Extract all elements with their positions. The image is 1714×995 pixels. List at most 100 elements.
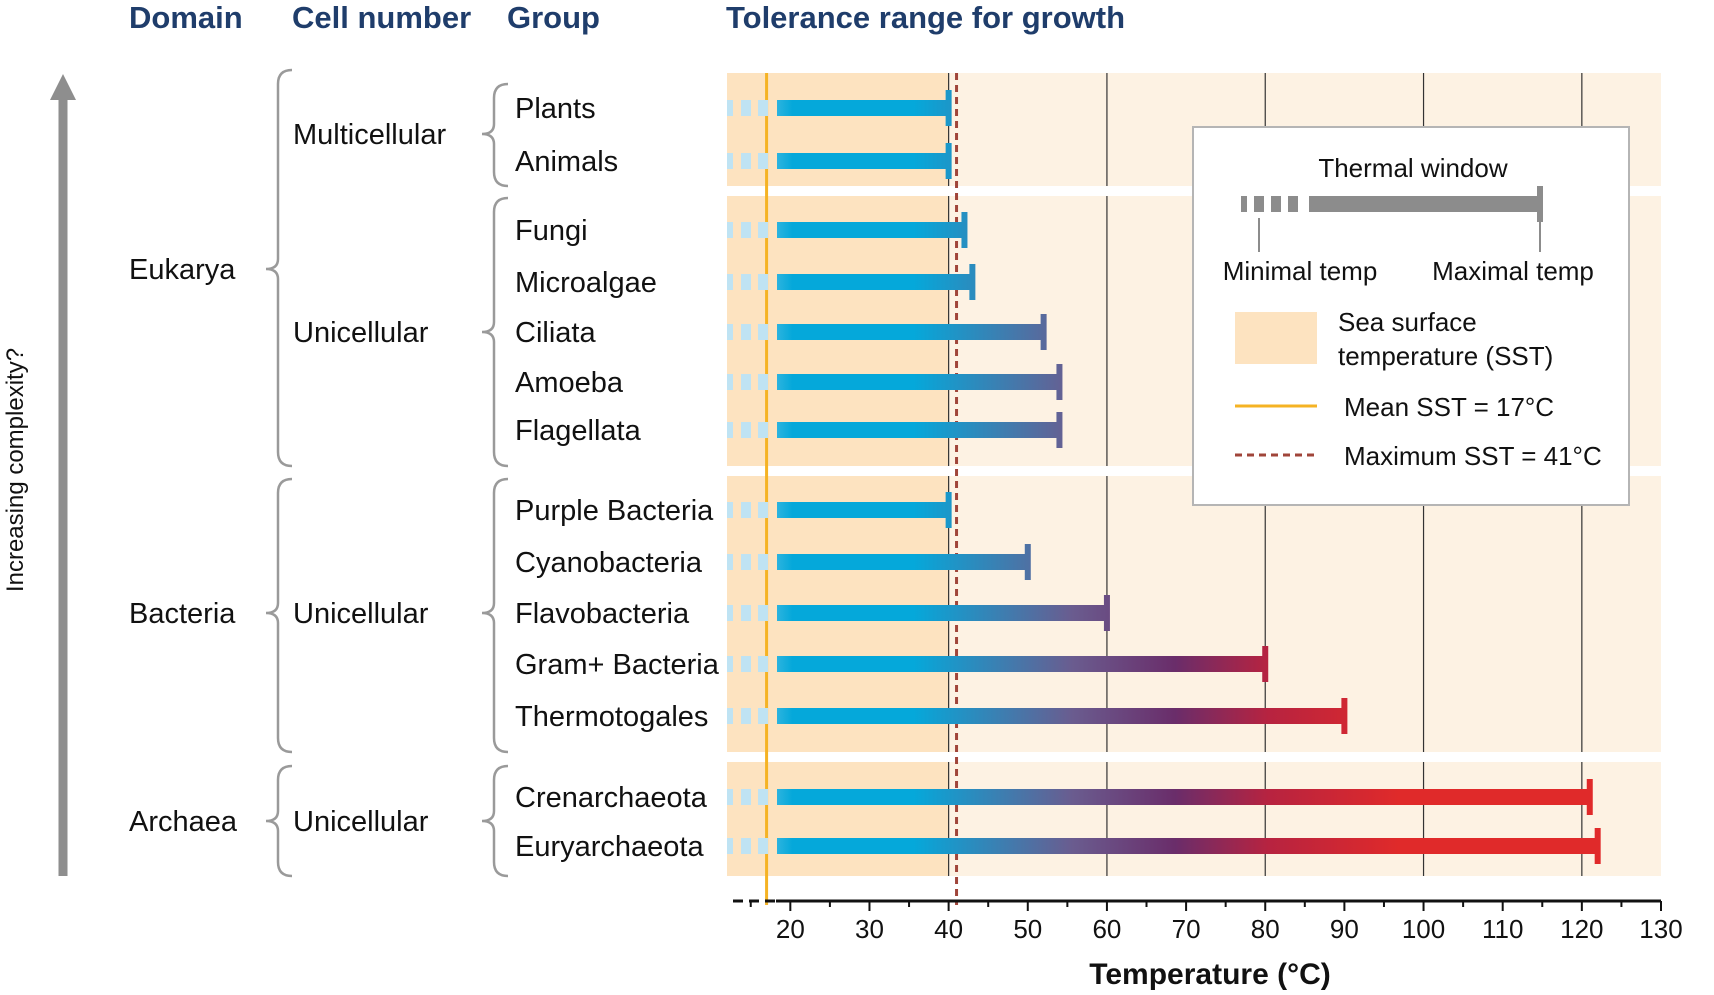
chart-bars	[727, 90, 1601, 864]
bar-cap	[1341, 698, 1348, 734]
bar-dash	[727, 222, 733, 238]
legend-sample-bar	[1241, 186, 1543, 252]
bar-body	[777, 374, 1060, 390]
group-label-cyanobacteria: Cyanobacteria	[515, 547, 703, 579]
header-domain: Domain	[129, 0, 243, 35]
panel-archaea-sst	[727, 762, 949, 876]
x-axis: 20 30 40 50 60 70 80 90 100 110 120 130	[733, 899, 1683, 944]
bar-dash	[727, 324, 733, 340]
bar-body	[777, 324, 1044, 340]
x-tick-label-50: 50	[1013, 914, 1042, 944]
bar-crenarchaeota	[727, 779, 1593, 815]
bracket-group-bacteria	[481, 477, 509, 754]
bar-body	[777, 656, 1266, 672]
domain-label-eukarya: Eukarya	[129, 254, 236, 286]
x-tick-label-20: 20	[776, 914, 805, 944]
bar-dash	[758, 502, 768, 518]
bar-dash	[727, 100, 733, 116]
bar-animals	[727, 143, 952, 179]
bar-euryarchaeota	[727, 828, 1601, 864]
bar-gramplus-bacteria	[727, 646, 1269, 682]
bar-fungi	[727, 212, 968, 248]
group-label-microalgae: Microalgae	[515, 267, 657, 299]
bar-dash	[758, 374, 768, 390]
legend-thermal-window: Thermal window	[1318, 153, 1508, 183]
domain-label-archaea: Archaea	[129, 806, 238, 838]
bar-cap	[1103, 595, 1110, 631]
bar-dash	[741, 422, 751, 438]
bar-dash	[741, 605, 751, 621]
brackets	[265, 68, 509, 878]
group-label-fungi: Fungi	[515, 215, 588, 247]
bar-dash	[741, 324, 751, 340]
cell-label-eukarya-unicellular: Unicellular	[293, 317, 429, 349]
bar-dash	[741, 153, 751, 169]
x-tick-label-80: 80	[1251, 914, 1280, 944]
bar-dash	[758, 274, 768, 290]
header-group: Group	[507, 0, 600, 35]
group-label-ciliata: Ciliata	[515, 317, 596, 349]
header-tolerance: Tolerance range for growth	[726, 0, 1125, 35]
bar-body	[777, 838, 1598, 854]
bar-purple-bacteria	[727, 492, 952, 528]
bar-body	[777, 708, 1345, 724]
bar-dash	[727, 502, 733, 518]
bar-cyanobacteria	[727, 544, 1031, 580]
bar-dash	[727, 554, 733, 570]
bar-dash	[758, 222, 768, 238]
group-label-amoeba: Amoeba	[515, 367, 624, 399]
bar-dash	[741, 274, 751, 290]
x-tick-label-120: 120	[1560, 914, 1603, 944]
bar-cap	[969, 264, 976, 300]
x-tick-label-90: 90	[1330, 914, 1359, 944]
bar-dash	[758, 708, 768, 724]
side-label: Increasing complexity?	[2, 348, 29, 592]
bar-body	[777, 422, 1060, 438]
x-axis-title: Temperature (°C)	[1089, 958, 1330, 991]
legend-mean-sst: Mean SST = 17°C	[1344, 392, 1554, 422]
group-label-plants: Plants	[515, 93, 596, 125]
bar-dash	[741, 502, 751, 518]
bar-dash	[758, 838, 768, 854]
bar-amoeba	[727, 364, 1063, 400]
bar-dash	[727, 374, 733, 390]
bar-cap	[945, 90, 952, 126]
bar-dash	[758, 422, 768, 438]
legend-sst-line1: Sea surface	[1338, 307, 1477, 337]
bar-dash	[758, 324, 768, 340]
cell-label-bacteria-unicellular: Unicellular	[293, 598, 429, 630]
complexity-arrow	[50, 74, 76, 876]
bar-dash	[727, 274, 733, 290]
bar-dash	[727, 789, 733, 805]
bar-cap	[1056, 412, 1063, 448]
bar-dash	[741, 656, 751, 672]
legend: Thermal window Minimal temp Maximal temp…	[1192, 126, 1630, 506]
bar-thermotogales	[727, 698, 1348, 734]
bar-ciliata	[727, 314, 1047, 350]
cell-label-eukarya-multicellular: Multicellular	[293, 119, 446, 151]
bar-flagellata	[727, 412, 1063, 448]
bar-dash	[741, 708, 751, 724]
bracket-cell-archaea	[265, 764, 293, 878]
x-tick-label-110: 110	[1482, 914, 1523, 944]
bar-dash	[727, 708, 733, 724]
bracket-group-multicellular	[481, 82, 509, 188]
bar-cap	[1024, 544, 1031, 580]
legend-maximal-temp: Maximal temp	[1432, 256, 1594, 286]
bar-body	[777, 502, 949, 518]
x-tick-label-130: 130	[1639, 914, 1682, 944]
bar-cap	[961, 212, 968, 248]
legend-sst-swatch	[1235, 312, 1317, 364]
bar-dash	[758, 789, 768, 805]
bar-dash	[741, 554, 751, 570]
bar-cap	[1262, 646, 1269, 682]
bar-dash	[741, 789, 751, 805]
bar-dash	[727, 656, 733, 672]
bar-dash	[758, 554, 768, 570]
bar-body	[777, 605, 1107, 621]
bar-cap	[945, 492, 952, 528]
header-cell-number: Cell number	[292, 0, 471, 35]
bar-microalgae	[727, 264, 976, 300]
legend-max-sst: Maximum SST = 41°C	[1344, 441, 1602, 471]
bar-dash	[758, 605, 768, 621]
